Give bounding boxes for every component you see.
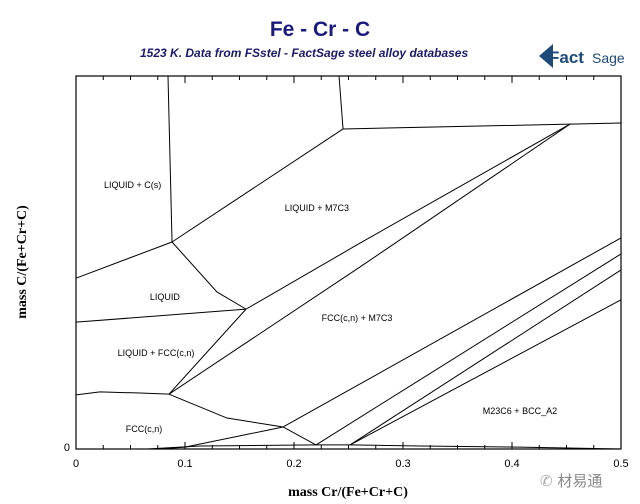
phase-boundary-line: [171, 128, 344, 243]
phase-boundary-line: [75, 241, 173, 279]
phase-boundary-line: [168, 123, 571, 395]
phase-boundary-line: [343, 122, 622, 130]
x-tick-label: 0.4: [504, 458, 519, 470]
region-label: LIQUID + M7C3: [285, 203, 349, 213]
chart-subtitle: 1523 K. Data from FSstel - FactSage stee…: [140, 46, 469, 60]
phase-boundary-line: [171, 241, 247, 310]
region-label: FCC(c,n): [126, 424, 163, 434]
wechat-icon: ✆: [540, 472, 553, 490]
region-label: LIQUID: [150, 292, 181, 302]
x-tick-label: 0.3: [395, 458, 410, 470]
factsage-logo: Fact Sage: [539, 44, 625, 68]
phase-boundary-line: [282, 237, 622, 428]
y-axis-label: mass C/(Fe+Cr+C): [15, 205, 30, 319]
phase-boundary-line: [349, 299, 622, 446]
watermark-text: 材易通: [557, 472, 603, 490]
phase-boundary-line: [349, 269, 622, 446]
phase-boundary-line: [75, 308, 247, 323]
phase-boundary-line: [168, 393, 317, 446]
phase-boundary-line: [316, 444, 622, 450]
phase-boundary-line: [338, 75, 344, 130]
phase-boundary-line: [167, 75, 173, 242]
x-tick-label: 0.5: [613, 458, 628, 470]
region-label: FCC(c,n) + M7C3: [322, 313, 393, 323]
svg-text:Fact: Fact: [549, 48, 584, 67]
phase-boundary-line: [75, 391, 169, 396]
region-label: LIQUID + C(s): [104, 180, 161, 190]
chart-title: Fe - Cr - C: [269, 18, 371, 41]
region-label: LIQUID + FCC(c,n): [118, 348, 195, 358]
y-tick-label: 0: [64, 442, 70, 454]
watermark: ✆ 材易通: [540, 470, 602, 491]
x-tick-label: 0.1: [177, 458, 192, 470]
phase-boundary-line: [245, 123, 571, 310]
svg-text:Sage: Sage: [592, 50, 625, 66]
plot-frame: [75, 75, 622, 450]
phase-boundary-line: [168, 308, 247, 395]
x-tick-label: 0.2: [286, 458, 301, 470]
phase-boundary-line: [146, 444, 317, 450]
phase-boundary-line: [315, 253, 622, 446]
region-label: M23C6 + BCC_A2: [483, 406, 557, 416]
x-tick-label: 0: [73, 458, 79, 470]
x-axis-label: mass Cr/(Fe+Cr+C): [288, 485, 408, 500]
